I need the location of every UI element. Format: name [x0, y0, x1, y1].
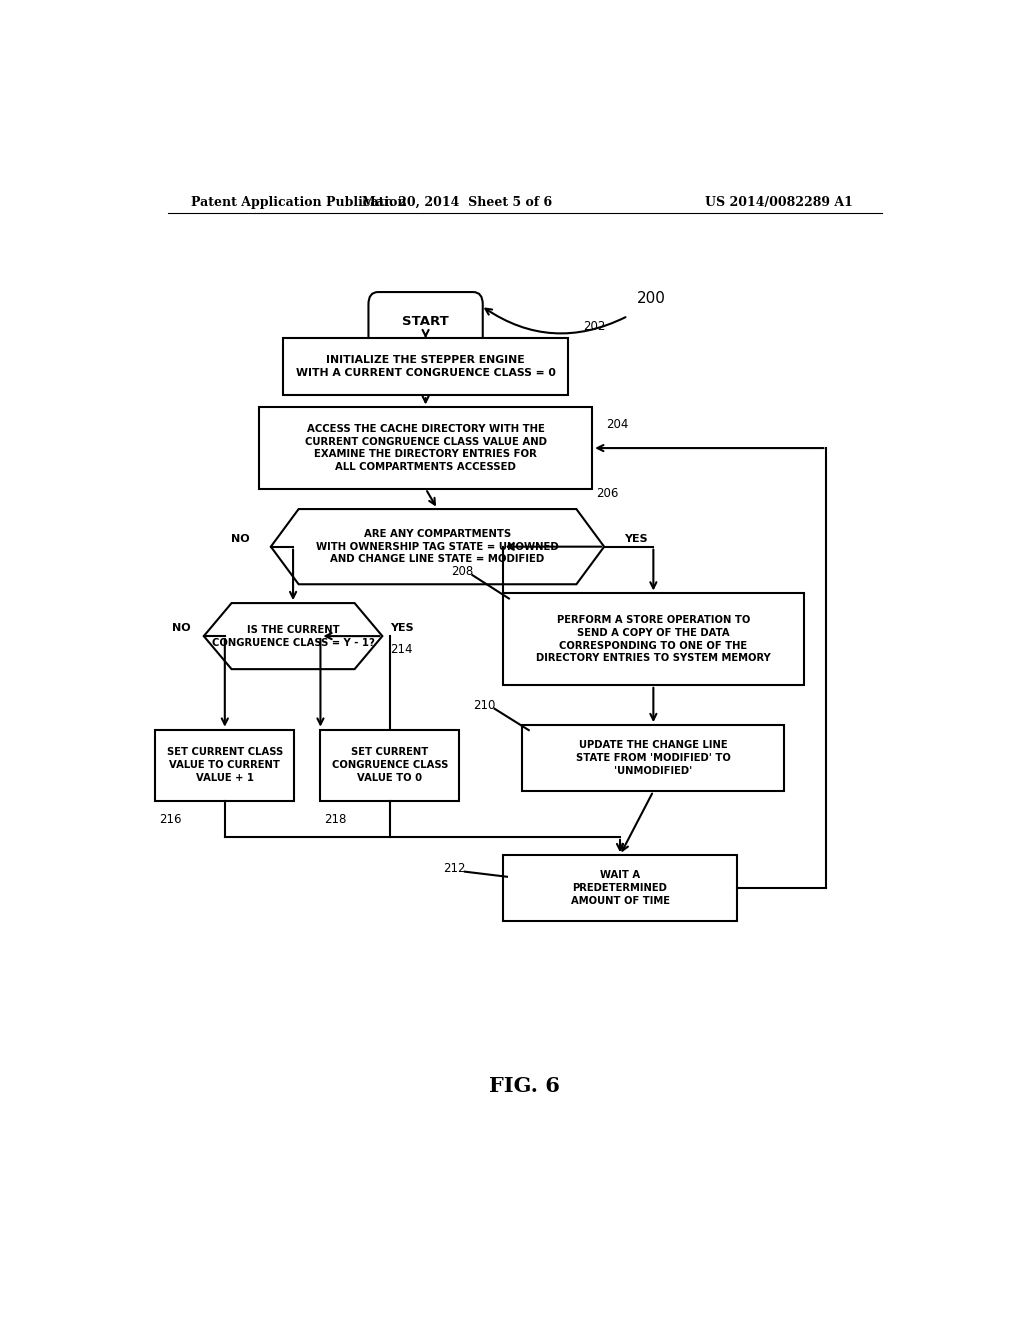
Polygon shape [270, 510, 604, 585]
Text: FIG. 6: FIG. 6 [489, 1076, 560, 1097]
Text: 214: 214 [390, 643, 413, 656]
Text: IS THE CURRENT
CONGRUENCE CLASS = Y - 1?: IS THE CURRENT CONGRUENCE CLASS = Y - 1? [212, 624, 375, 648]
Text: US 2014/0082289 A1: US 2014/0082289 A1 [705, 195, 853, 209]
FancyBboxPatch shape [369, 292, 482, 350]
FancyBboxPatch shape [503, 594, 804, 685]
FancyBboxPatch shape [321, 730, 460, 801]
Text: SET CURRENT
CONGRUENCE CLASS
VALUE TO 0: SET CURRENT CONGRUENCE CLASS VALUE TO 0 [332, 747, 449, 783]
Text: 212: 212 [443, 862, 466, 875]
Text: 202: 202 [583, 321, 605, 333]
Text: 206: 206 [596, 487, 618, 500]
Text: NO: NO [231, 533, 250, 544]
FancyBboxPatch shape [156, 730, 294, 801]
Text: UPDATE THE CHANGE LINE
STATE FROM 'MODIFIED' TO
'UNMODIFIED': UPDATE THE CHANGE LINE STATE FROM 'MODIF… [575, 741, 731, 776]
FancyBboxPatch shape [283, 338, 568, 395]
Text: 208: 208 [451, 565, 473, 578]
Text: START: START [402, 314, 449, 327]
Text: 200: 200 [637, 292, 667, 306]
Text: WAIT A
PREDETERMINED
AMOUNT OF TIME: WAIT A PREDETERMINED AMOUNT OF TIME [570, 870, 670, 906]
Polygon shape [204, 603, 382, 669]
Text: ARE ANY COMPARTMENTS
WITH OWNERSHIP TAG STATE = UNOWNED
AND CHANGE LINE STATE = : ARE ANY COMPARTMENTS WITH OWNERSHIP TAG … [316, 529, 559, 565]
Text: Mar. 20, 2014  Sheet 5 of 6: Mar. 20, 2014 Sheet 5 of 6 [362, 195, 552, 209]
Text: Patent Application Publication: Patent Application Publication [191, 195, 407, 209]
Text: YES: YES [390, 623, 414, 634]
Text: 204: 204 [606, 417, 629, 430]
Text: INITIALIZE THE STEPPER ENGINE
WITH A CURRENT CONGRUENCE CLASS = 0: INITIALIZE THE STEPPER ENGINE WITH A CUR… [296, 355, 556, 378]
FancyBboxPatch shape [503, 855, 737, 921]
FancyBboxPatch shape [522, 725, 784, 791]
FancyBboxPatch shape [259, 408, 592, 488]
Text: 210: 210 [473, 698, 496, 711]
Text: YES: YES [624, 533, 648, 544]
Text: ACCESS THE CACHE DIRECTORY WITH THE
CURRENT CONGRUENCE CLASS VALUE AND
EXAMINE T: ACCESS THE CACHE DIRECTORY WITH THE CURR… [304, 424, 547, 473]
Text: SET CURRENT CLASS
VALUE TO CURRENT
VALUE + 1: SET CURRENT CLASS VALUE TO CURRENT VALUE… [167, 747, 283, 783]
Text: PERFORM A STORE OPERATION TO
SEND A COPY OF THE DATA
CORRESPONDING TO ONE OF THE: PERFORM A STORE OPERATION TO SEND A COPY… [536, 615, 771, 664]
Text: NO: NO [172, 623, 190, 634]
Text: 216: 216 [160, 813, 182, 826]
Text: 218: 218 [325, 813, 347, 826]
